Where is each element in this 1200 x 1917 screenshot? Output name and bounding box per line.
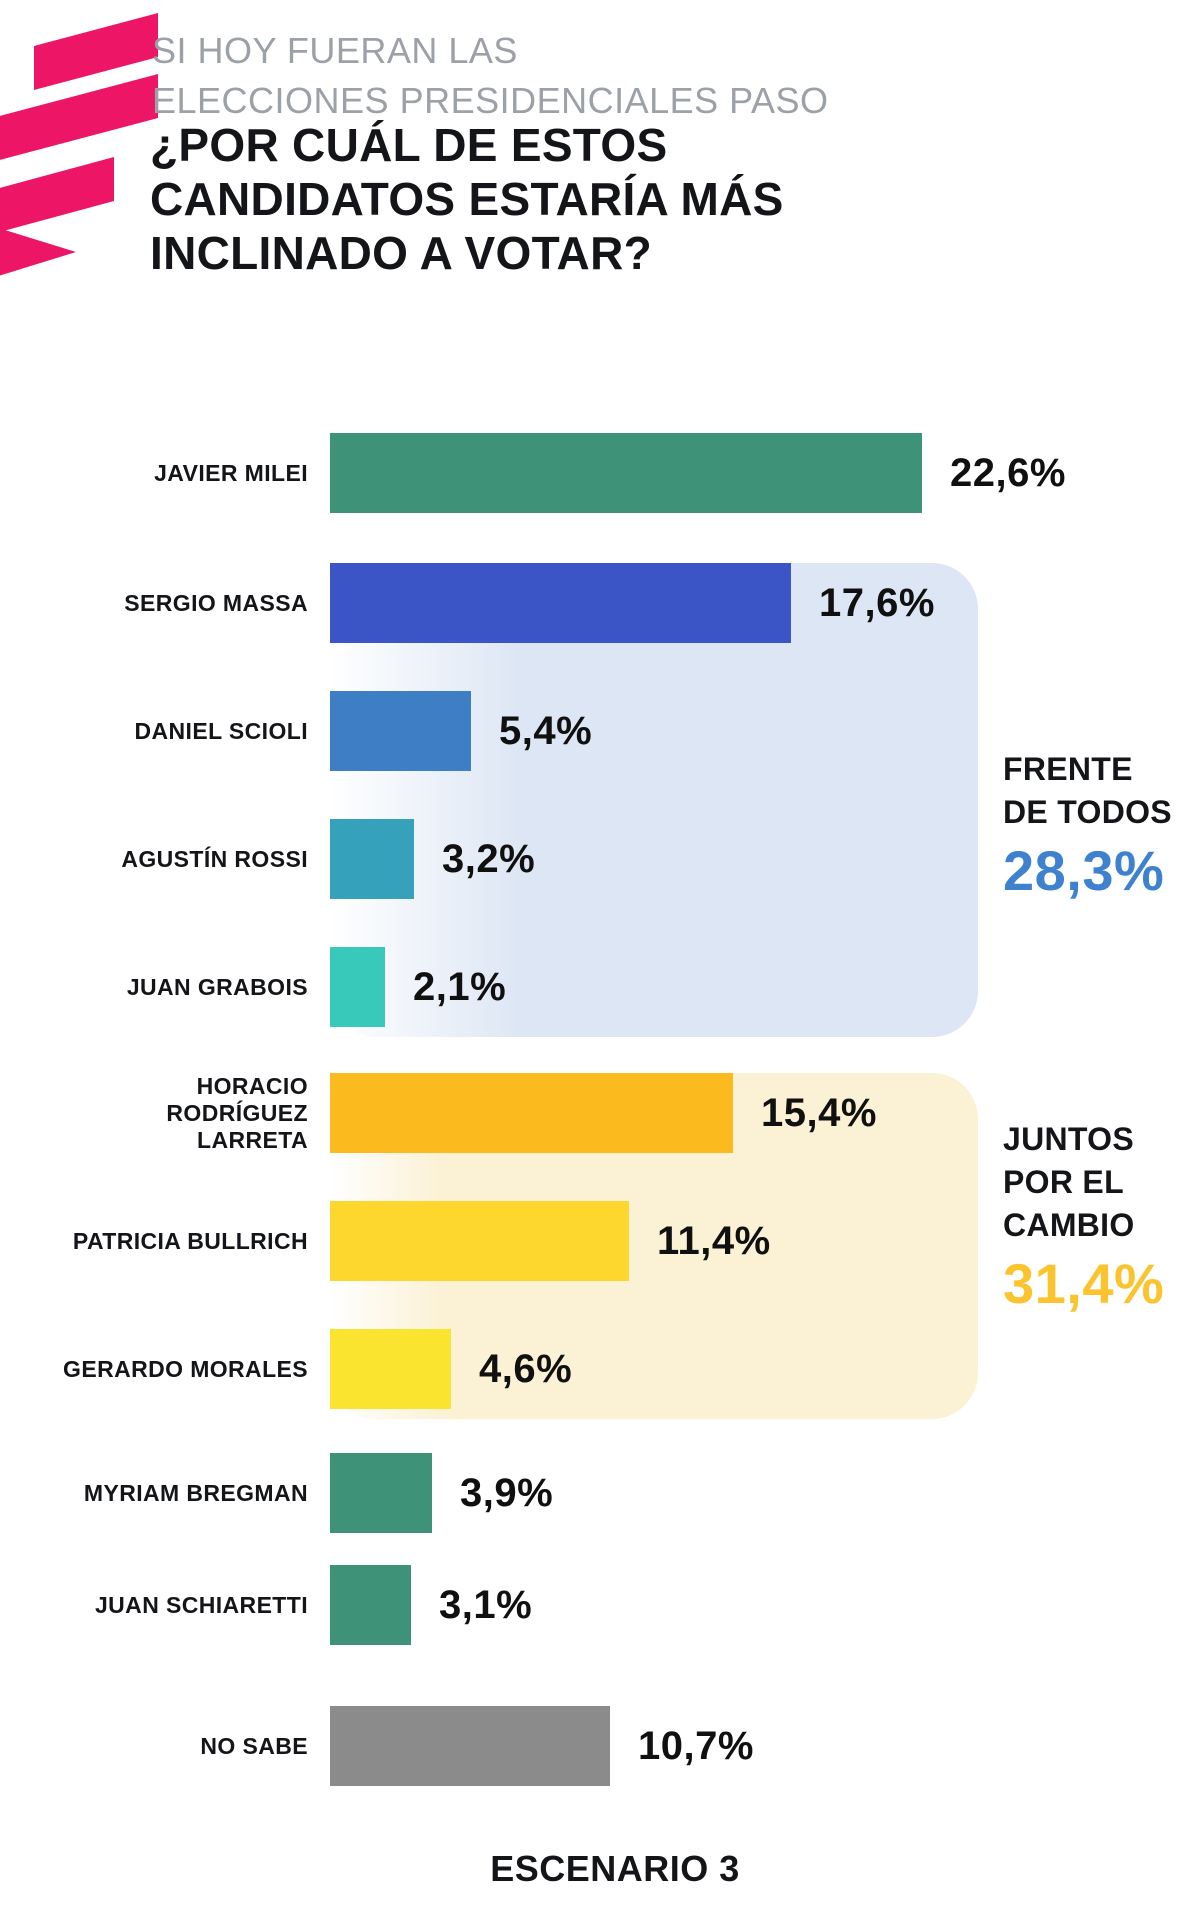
bar-label: JUAN SCHIARETTI xyxy=(0,1565,308,1645)
bar-value: 10,7% xyxy=(638,1723,754,1768)
bar-value: 17,6% xyxy=(819,580,935,625)
bar-label-text: GERARDO MORALES xyxy=(63,1355,308,1382)
subtitle-line-1: SI HOY FUERAN LAS xyxy=(152,30,518,71)
scenario-footnote: ESCENARIO 3 xyxy=(490,1848,740,1889)
survey-question-title: ¿POR CUÁL DE ESTOS CANDIDATOS ESTARÍA MÁ… xyxy=(150,118,784,280)
bar-label-text: PATRICIA BULLRICH xyxy=(72,1227,308,1254)
bar-label-text: JUAN GRABOIS xyxy=(126,973,308,1000)
bar-value: 4,6% xyxy=(479,1346,573,1391)
bar xyxy=(330,563,791,643)
bar-label-text: JUAN SCHIARETTI xyxy=(94,1591,308,1618)
bar-label-text: HORACIO RODRÍGUEZ LARRETA xyxy=(166,1072,308,1153)
bar-label: PATRICIA BULLRICH xyxy=(0,1201,308,1281)
frente-label-line-2: DE TODOS xyxy=(1003,794,1172,830)
frente-total-value: 28,3% xyxy=(1003,839,1165,902)
title-line-1: ¿POR CUÁL DE ESTOS xyxy=(150,119,668,171)
bar-label: DANIEL SCIOLI xyxy=(0,691,308,771)
juntos-label-line-3: CAMBIO xyxy=(1003,1207,1135,1243)
survey-question-subtitle: SI HOY FUERAN LAS ELECCIONES PRESIDENCIA… xyxy=(152,26,829,126)
bar-label: MYRIAM BREGMAN xyxy=(0,1453,308,1533)
bar-label-text: DANIEL SCIOLI xyxy=(134,717,308,744)
bar xyxy=(330,819,414,899)
title-line-3: INCLINADO A VOTAR? xyxy=(150,227,652,279)
bar xyxy=(330,1706,610,1786)
subtitle-line-2: ELECCIONES PRESIDENCIALES PASO xyxy=(152,80,829,121)
bar xyxy=(330,1329,451,1409)
bar-label-text: SERGIO MASSA xyxy=(124,589,308,616)
juntos-por-el-cambio-label: JUNTOS POR EL CAMBIO 31,4% xyxy=(1003,1118,1164,1315)
title-line-2: CANDIDATOS ESTARÍA MÁS xyxy=(150,173,784,225)
bar-label-text: MYRIAM BREGMAN xyxy=(83,1479,308,1506)
bar xyxy=(330,433,922,513)
bar-label-text: NO SABE xyxy=(200,1732,308,1759)
frente-label-line-1: FRENTE xyxy=(1003,751,1133,787)
bar-value: 3,9% xyxy=(460,1470,554,1515)
bar-label: SERGIO MASSA xyxy=(0,563,308,643)
bar-label: JUAN GRABOIS xyxy=(0,947,308,1027)
juntos-total-value: 31,4% xyxy=(1003,1252,1165,1315)
bar-value: 22,6% xyxy=(950,450,1066,495)
bar-value: 15,4% xyxy=(761,1090,877,1135)
bar-label: AGUSTÍN ROSSI xyxy=(0,819,308,899)
bar xyxy=(330,1073,733,1153)
bar xyxy=(330,691,471,771)
bar-value: 11,4% xyxy=(657,1218,771,1263)
bar-label-text: AGUSTÍN ROSSI xyxy=(121,845,308,872)
bar-label-text: JAVIER MILEI xyxy=(154,459,308,486)
frente-de-todos-label: FRENTE DE TODOS 28,3% xyxy=(1003,748,1172,902)
bar xyxy=(330,1565,411,1645)
bar xyxy=(330,1201,629,1281)
bar-label: GERARDO MORALES xyxy=(0,1329,308,1409)
brand-flag-logo-icon xyxy=(0,13,158,276)
bar-value: 5,4% xyxy=(499,708,593,753)
bar-label: JAVIER MILEI xyxy=(0,433,308,513)
bar-value: 2,1% xyxy=(413,964,507,1009)
bar-label: HORACIO RODRÍGUEZ LARRETA xyxy=(0,1073,308,1153)
juntos-label-line-1: JUNTOS xyxy=(1003,1121,1135,1157)
bar-value: 3,1% xyxy=(439,1582,533,1627)
bar xyxy=(330,1453,432,1533)
bar-label: NO SABE xyxy=(0,1706,308,1786)
bar-value: 3,2% xyxy=(442,836,536,881)
bar xyxy=(330,947,385,1027)
juntos-label-line-2: POR EL xyxy=(1003,1164,1124,1200)
